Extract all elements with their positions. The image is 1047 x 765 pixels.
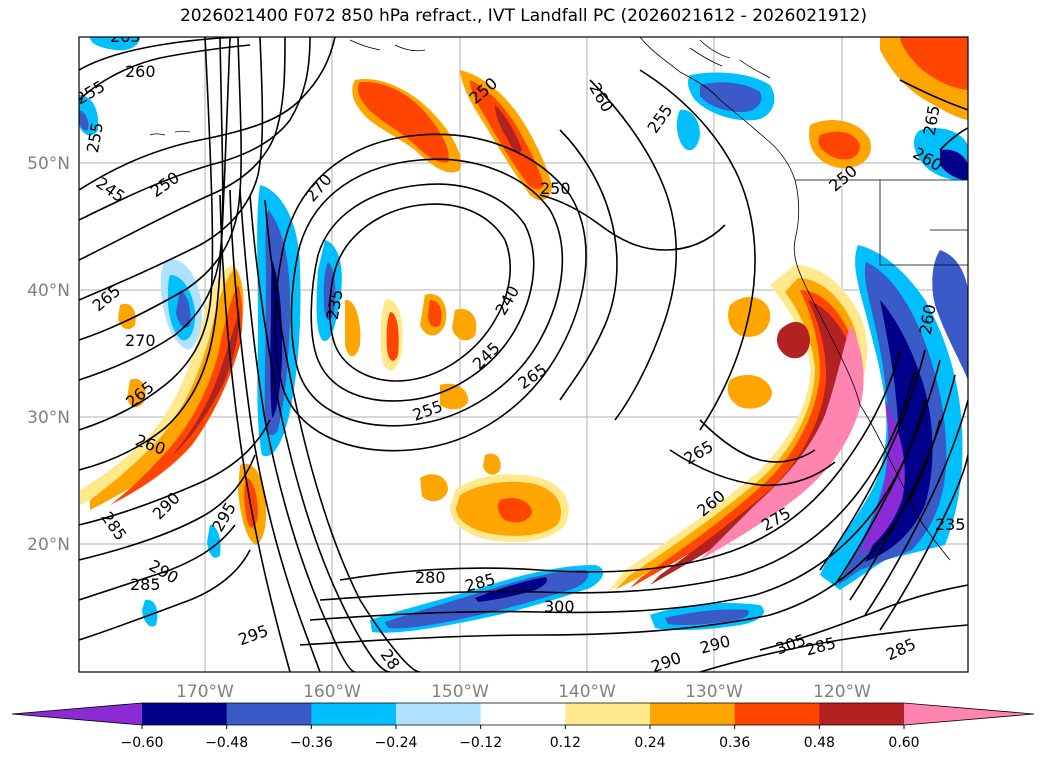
colorbar-swatch (142, 703, 228, 725)
lon-label: 170°W (176, 682, 234, 702)
colorbar-swatch (819, 703, 905, 725)
lon-label: 140°W (558, 682, 616, 702)
colorbar-tick-label: −0.36 (290, 735, 333, 751)
lon-label: 130°W (685, 682, 743, 702)
colorbar-tick-label: −0.24 (375, 735, 418, 751)
contour-label: 260 (125, 62, 156, 81)
colorbar-swatch (396, 703, 482, 725)
lon-label: 160°W (303, 682, 361, 702)
lat-label: 30°N (27, 408, 70, 428)
colorbar-tick-label: 0.48 (804, 735, 835, 751)
contour-label: 235 (935, 515, 966, 534)
colorbar-extend-high (904, 703, 1034, 725)
colorbar-tick-label: 0.36 (719, 735, 750, 751)
page-title: 2026021400 F072 850 hPa refract., IVT La… (179, 6, 867, 26)
contour-label: 250 (540, 179, 571, 198)
colorbar-tick-label: −0.48 (205, 735, 248, 751)
colorbar-extend-low (12, 703, 142, 725)
colorbar-swatch (311, 703, 397, 725)
contour-label: 280 (415, 568, 446, 587)
map-frame (78, 36, 969, 673)
lat-label: 40°N (27, 281, 70, 301)
colorbar-swatch (226, 703, 312, 725)
contour-label: 285 (130, 575, 161, 594)
contour-label: 270 (125, 331, 156, 350)
colorbar: −0.60 −0.48 −0.36 −0.24 −0.12 0.12 0.24 0.36 0.4… (11, 702, 1035, 751)
colorbar-tick-label: −0.60 (121, 735, 164, 751)
refractivity-shading (79, 37, 968, 633)
lon-label: 120°W (813, 682, 871, 702)
contour-lines (79, 37, 968, 672)
colorbar-swatch (480, 703, 566, 725)
longitude-labels: 170°W 160°W 150°W 140°W 130°W 120°W (176, 682, 871, 702)
colorbar-tick-label: −0.12 (459, 735, 502, 751)
colorbar-swatch (565, 703, 651, 725)
colorbar-tick-label: 0.60 (888, 735, 919, 751)
colorbar-swatch (650, 703, 736, 725)
lat-label: 50°N (27, 154, 70, 174)
colorbar-tick-label: 0.12 (550, 735, 581, 751)
latitude-labels: 50°N 40°N 30°N 20°N (27, 154, 70, 555)
lat-label: 20°N (27, 535, 70, 555)
colorbar-tick-label: 0.24 (634, 735, 665, 751)
coastlines (149, 37, 968, 561)
map-content: 265 260 255 255 245 250 265 270 265 260 … (79, 27, 968, 672)
contour-label: 300 (544, 597, 575, 616)
colorbar-swatch (734, 703, 820, 725)
lon-label: 150°W (431, 682, 489, 702)
contour-label: 265 (110, 27, 141, 46)
